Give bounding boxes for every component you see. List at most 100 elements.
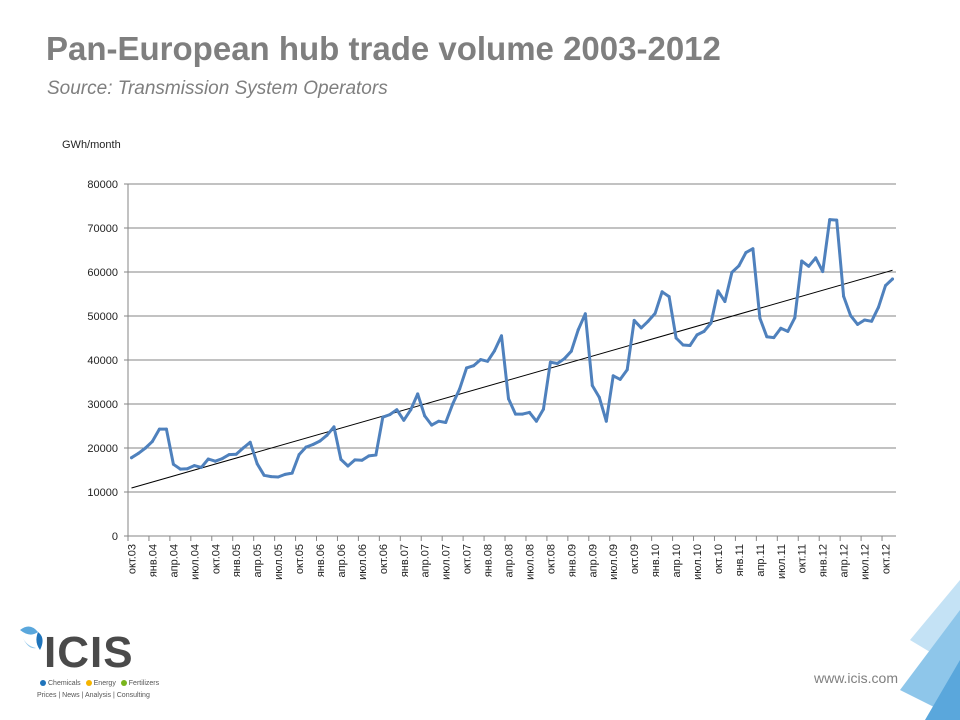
x-tick-label: апр.10 [671, 544, 683, 577]
series-line-0 [130, 218, 894, 479]
page-title: Pan-European hub trade volume 2003-2012 [46, 30, 721, 67]
data-point [213, 459, 217, 463]
x-tick-label: янв.08 [483, 544, 495, 577]
corner-decoration [900, 580, 960, 720]
data-point [576, 328, 580, 332]
data-point [360, 458, 364, 462]
x-tick-label: июл.08 [524, 544, 536, 580]
data-point [597, 395, 601, 399]
data-point [842, 294, 846, 298]
data-point [590, 384, 594, 387]
data-point [381, 415, 385, 419]
x-tick-label: окт.05 [294, 544, 306, 574]
data-point [290, 471, 294, 475]
y-tick-label: 0 [112, 531, 118, 543]
data-point [227, 453, 231, 457]
data-point [891, 277, 894, 281]
x-tick-label: янв.04 [147, 544, 159, 577]
data-point [688, 344, 692, 347]
data-point [150, 439, 154, 443]
x-tick-label: июл.07 [441, 544, 453, 580]
x-tick-label: июл.05 [273, 544, 285, 580]
data-point [416, 392, 420, 396]
trendline [131, 269, 893, 489]
y-tick-label: 40000 [87, 355, 118, 367]
data-point [137, 451, 140, 455]
data-point [276, 475, 280, 479]
data-point [646, 319, 650, 323]
x-tick-label: янв.07 [399, 544, 411, 577]
data-point [423, 414, 427, 418]
page-subtitle: Source: Transmission System Operators [47, 78, 388, 99]
data-point [346, 464, 350, 468]
data-point [269, 475, 273, 479]
data-point [437, 419, 441, 423]
data-point [486, 359, 490, 363]
y-tick-label: 50000 [87, 311, 118, 323]
data-point [130, 456, 133, 460]
data-point [185, 467, 189, 471]
data-point [793, 316, 797, 320]
data-point [220, 457, 224, 461]
x-tick-label: окт.04 [210, 544, 222, 574]
fertilizers-dot-icon [120, 680, 127, 687]
website-link[interactable]: www.icis.com [813, 670, 898, 686]
data-point [157, 427, 161, 431]
data-point [541, 407, 545, 411]
data-point [262, 473, 266, 477]
data-point [500, 334, 503, 338]
x-tick-label: апр.12 [839, 544, 851, 577]
logo-tagline-services: Prices | News | Analysis | Consulting [37, 692, 150, 699]
logo-wordmark: ICIS [44, 628, 134, 677]
x-tick-label: апр.04 [168, 544, 180, 577]
x-tick-label: янв.11 [734, 544, 746, 576]
data-point [144, 446, 147, 450]
x-tick-label: окт.10 [713, 544, 725, 574]
data-point [835, 218, 839, 222]
data-point [660, 290, 664, 294]
data-point [402, 418, 406, 422]
data-point [395, 408, 399, 412]
data-point [758, 316, 762, 320]
data-point [807, 264, 811, 268]
data-point [744, 251, 748, 255]
data-point [409, 408, 413, 412]
data-point [751, 247, 755, 251]
data-point [786, 329, 790, 333]
data-point [632, 318, 636, 322]
data-point [367, 454, 371, 458]
data-point [821, 270, 825, 274]
data-point [514, 412, 517, 416]
data-point [388, 413, 392, 417]
y-tick-label: 10000 [87, 487, 118, 499]
x-tick-label: апр.08 [504, 544, 516, 577]
x-tick-label: апр.05 [252, 544, 264, 577]
x-tick-label: окт.07 [462, 544, 474, 574]
data-point [318, 439, 322, 443]
data-point [199, 465, 203, 469]
x-tick-label: янв.09 [566, 544, 578, 577]
data-point [255, 462, 259, 466]
data-point [611, 374, 615, 378]
x-tick-label: янв.12 [818, 544, 830, 577]
data-point [569, 349, 573, 353]
data-point [814, 256, 818, 260]
data-point [863, 318, 867, 322]
data-point [765, 335, 769, 339]
data-point [870, 319, 874, 323]
data-point [737, 264, 741, 268]
data-point [164, 427, 168, 431]
data-point [472, 364, 476, 368]
data-point [304, 445, 308, 449]
data-point [562, 357, 566, 361]
data-point [604, 419, 608, 423]
data-point [451, 402, 455, 406]
y-tick-label: 20000 [87, 443, 118, 455]
data-point [521, 412, 524, 416]
data-point [479, 358, 483, 362]
data-point [695, 333, 699, 337]
x-tick-label: янв.06 [315, 544, 327, 577]
x-tick-label: апр.11 [755, 544, 767, 577]
y-tick-label: 30000 [87, 399, 118, 411]
x-tick-label: июл.06 [357, 544, 369, 580]
